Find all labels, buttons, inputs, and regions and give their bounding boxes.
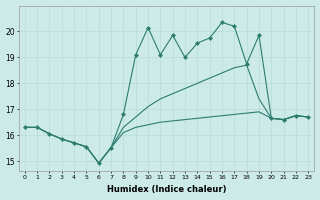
X-axis label: Humidex (Indice chaleur): Humidex (Indice chaleur) — [107, 185, 226, 194]
